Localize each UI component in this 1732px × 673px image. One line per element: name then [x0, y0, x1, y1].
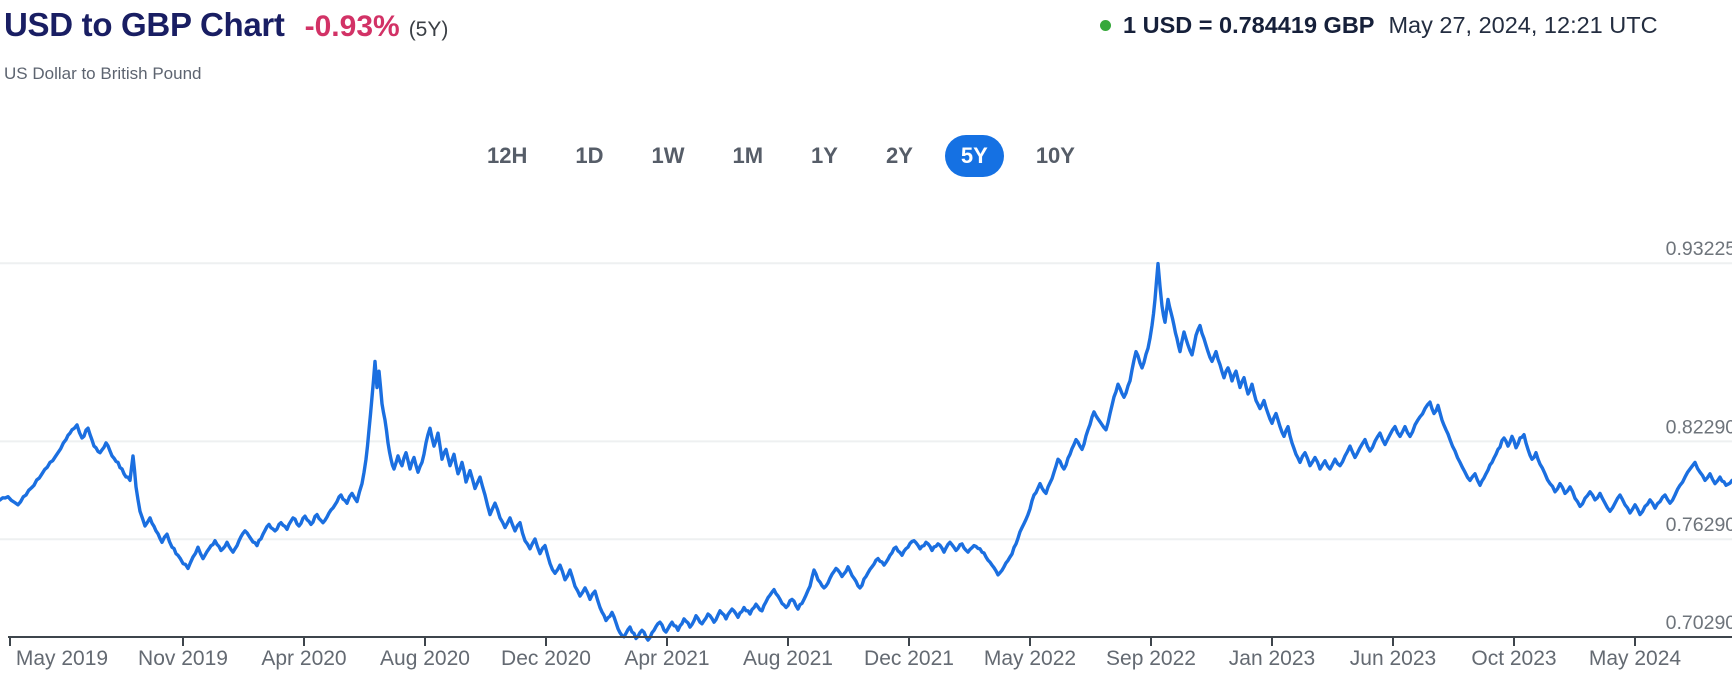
- current-rate: 1 USD = 0.784419 GBP: [1123, 12, 1375, 38]
- tab-5y[interactable]: 5Y: [944, 135, 1004, 177]
- x-axis-label: Jun 2023: [1350, 647, 1436, 670]
- chart-header: USD to GBP Chart -0.93% (5Y): [4, 6, 448, 44]
- quote-timestamp: May 27, 2024, 12:21 UTC: [1388, 12, 1658, 38]
- x-axis-label: Oct 2023: [1471, 647, 1556, 670]
- x-axis-label: Sep 2022: [1106, 647, 1196, 670]
- page-subtitle: US Dollar to British Pound: [4, 64, 202, 83]
- x-axis-label: Nov 2019: [138, 647, 228, 670]
- x-axis-label: May 2019: [16, 647, 108, 670]
- tab-1m[interactable]: 1M: [732, 143, 764, 168]
- y-axis-label: 0.932256: [1666, 238, 1732, 260]
- y-axis-label: 0.762906: [1666, 514, 1732, 536]
- y-axis-label: 0.702906: [1666, 612, 1732, 634]
- period-label: (5Y): [408, 18, 449, 41]
- x-axis-label: Apr 2020: [261, 647, 346, 670]
- tab-1y[interactable]: 1Y: [811, 143, 838, 168]
- x-axis-label: Jan 2023: [1229, 647, 1315, 670]
- x-axis-label: May 2022: [984, 647, 1076, 670]
- x-axis-label: May 2024: [1589, 647, 1682, 670]
- tab-1d[interactable]: 1D: [575, 143, 604, 168]
- tab-10y[interactable]: 10Y: [1035, 143, 1075, 168]
- tab-2y[interactable]: 2Y: [885, 143, 913, 168]
- x-axis-label: Apr 2021: [624, 647, 709, 670]
- live-status-dot-icon: [1100, 20, 1111, 31]
- time-range-tabs: 12H 1D 1W 1M 1Y 2Y 5Y 10Y: [471, 135, 1091, 177]
- tab-1w[interactable]: 1W: [651, 143, 685, 168]
- page-title: USD to GBP Chart: [4, 6, 285, 43]
- live-quote: 1 USD = 0.784419 GBP May 27, 2024, 12:21…: [1100, 12, 1658, 39]
- x-axis-label: Dec 2020: [501, 647, 591, 670]
- x-axis-label: Aug 2021: [743, 647, 833, 670]
- x-axis-label: Dec 2021: [864, 647, 954, 670]
- change-percent: -0.93%: [304, 10, 400, 43]
- tab-12h[interactable]: 12H: [487, 143, 528, 168]
- y-axis-label: 0.822906: [1666, 416, 1732, 438]
- exchange-rate-line: [0, 261, 1732, 642]
- x-axis-label: Aug 2020: [380, 647, 470, 670]
